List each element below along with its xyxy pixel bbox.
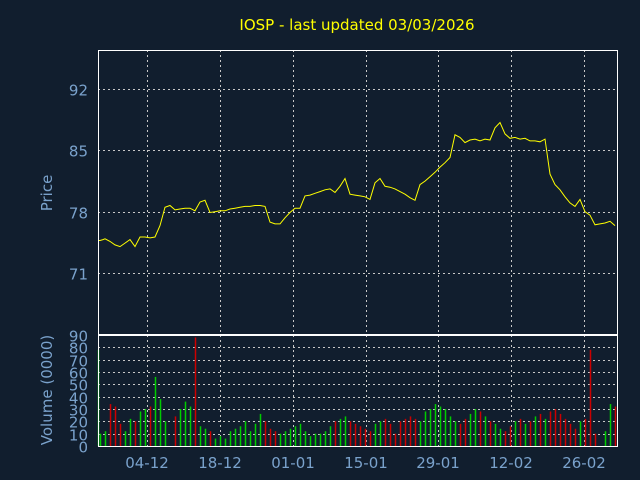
volume-axis-label: Volume (0000) [38, 335, 56, 445]
volume-tick-label: 10 [69, 427, 88, 445]
price-panel-frame [98, 50, 618, 335]
volume-tick-label: 60 [69, 365, 88, 383]
chart-title: IOSP - last updated 03/03/2026 [239, 16, 474, 34]
price-series-line [98, 121, 616, 248]
volume-tick-label: 40 [69, 390, 88, 408]
volume-tick-label: 80 [69, 340, 88, 358]
x-tick-label: 01-01 [271, 454, 315, 472]
volume-tick-label: 0 [78, 439, 88, 457]
price-axis-ticks: 71 78 85 92 [69, 82, 88, 284]
price-tick-label: 92 [69, 82, 88, 100]
volume-gridlines [98, 335, 617, 446]
price-tick-label: 85 [69, 143, 88, 161]
volume-tick-label: 30 [69, 402, 88, 420]
volume-tick-label: 70 [69, 353, 88, 371]
x-axis-ticks: 04-12 18-12 01-01 15-01 29-01 12-02 26-02 [125, 454, 606, 472]
volume-panel-frame [98, 335, 618, 447]
x-tick-label: 26-02 [562, 454, 606, 472]
x-tick-label: 15-01 [344, 454, 388, 472]
x-tick-label: 12-02 [489, 454, 533, 472]
price-tick-label: 71 [69, 266, 88, 284]
x-tick-label: 29-01 [416, 454, 460, 472]
price-gridlines [98, 50, 617, 334]
x-tick-label: 18-12 [198, 454, 242, 472]
x-tick-label: 04-12 [125, 454, 169, 472]
volume-tick-label: 50 [69, 377, 88, 395]
volume-bars [97, 337, 617, 446]
volume-tick-label: 20 [69, 414, 88, 432]
price-axis-label: Price [38, 175, 56, 212]
price-tick-label: 78 [69, 205, 88, 223]
volume-tick-label: 90 [69, 328, 88, 346]
